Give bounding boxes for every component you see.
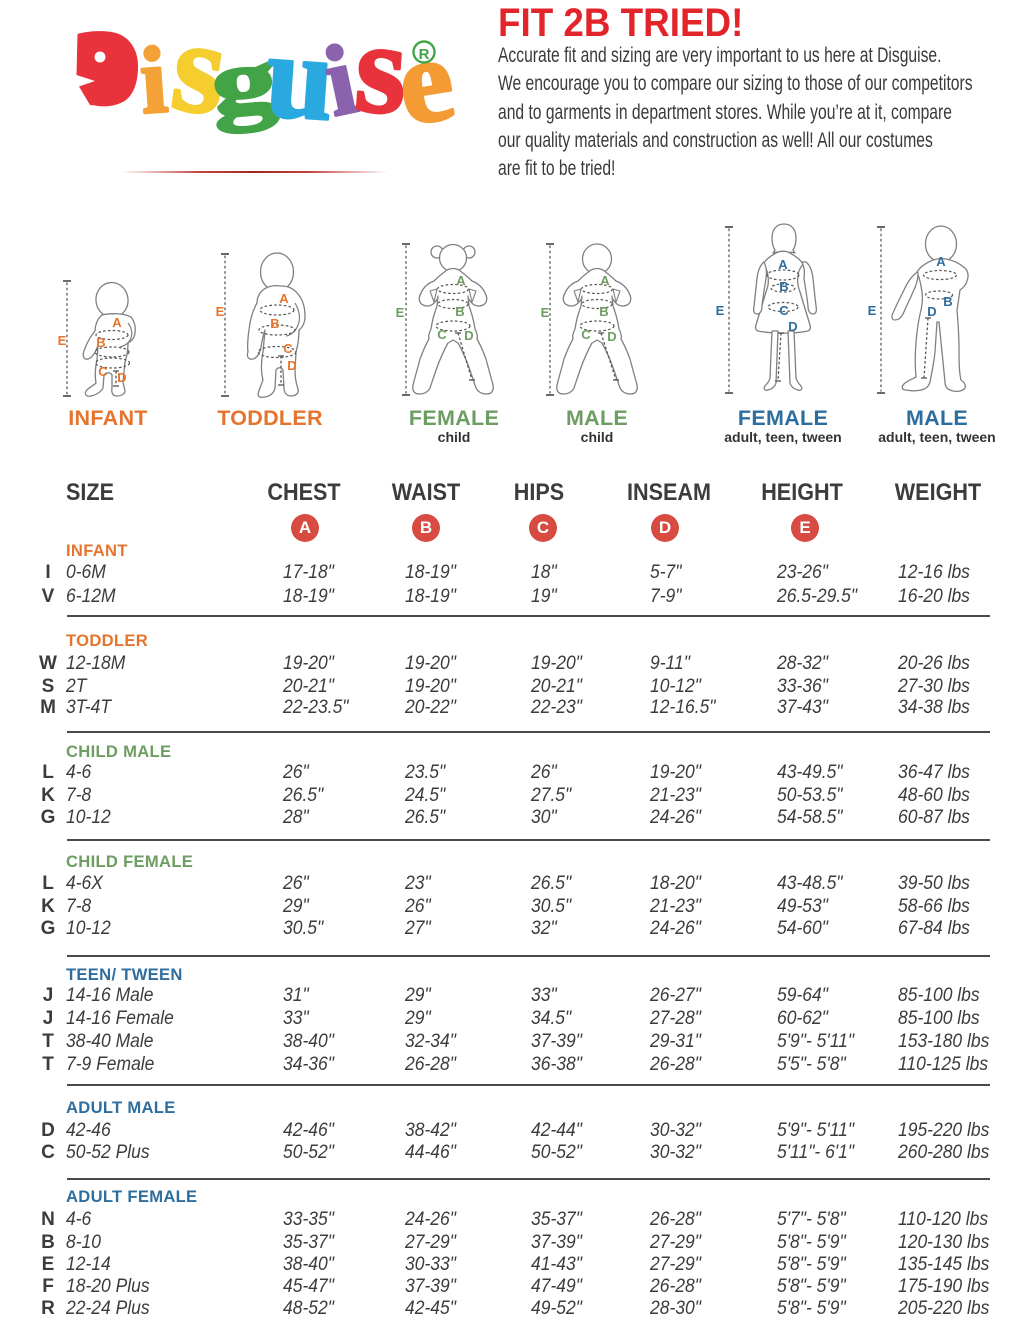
- svg-text:A: A: [279, 291, 289, 306]
- svg-text:C: C: [779, 303, 789, 318]
- svg-text:C: C: [283, 341, 293, 356]
- svg-text:D: D: [464, 328, 473, 343]
- svg-text:B: B: [455, 304, 464, 319]
- svg-text:E: E: [716, 303, 725, 318]
- svg-text:D: D: [607, 329, 616, 344]
- svg-text:D: D: [788, 319, 797, 334]
- svg-text:C: C: [437, 327, 447, 342]
- svg-text:E: E: [216, 304, 225, 319]
- svg-text:D: D: [927, 304, 936, 319]
- svg-text:A: A: [456, 273, 466, 288]
- svg-text:i: i: [137, 26, 171, 134]
- svg-text:u: u: [262, 20, 338, 145]
- svg-text:A: A: [112, 315, 122, 330]
- svg-text:B: B: [779, 279, 788, 294]
- svg-text:C: C: [581, 327, 591, 342]
- svg-text:s: s: [351, 20, 412, 142]
- svg-text:E: E: [868, 303, 877, 318]
- svg-text:A: A: [600, 273, 610, 288]
- svg-text:C: C: [98, 364, 108, 379]
- svg-text:E: E: [541, 305, 550, 320]
- svg-text:B: B: [96, 335, 105, 350]
- svg-text:B: B: [943, 294, 952, 309]
- svg-text:A: A: [778, 257, 788, 272]
- svg-text:R: R: [419, 46, 430, 63]
- svg-text:D: D: [117, 370, 126, 385]
- svg-text:E: E: [58, 333, 67, 348]
- svg-text:D: D: [287, 358, 296, 373]
- svg-text:A: A: [936, 254, 946, 269]
- svg-text:B: B: [599, 304, 608, 319]
- svg-text:E: E: [396, 305, 405, 320]
- svg-text:g: g: [207, 28, 281, 135]
- svg-text:B: B: [270, 316, 279, 331]
